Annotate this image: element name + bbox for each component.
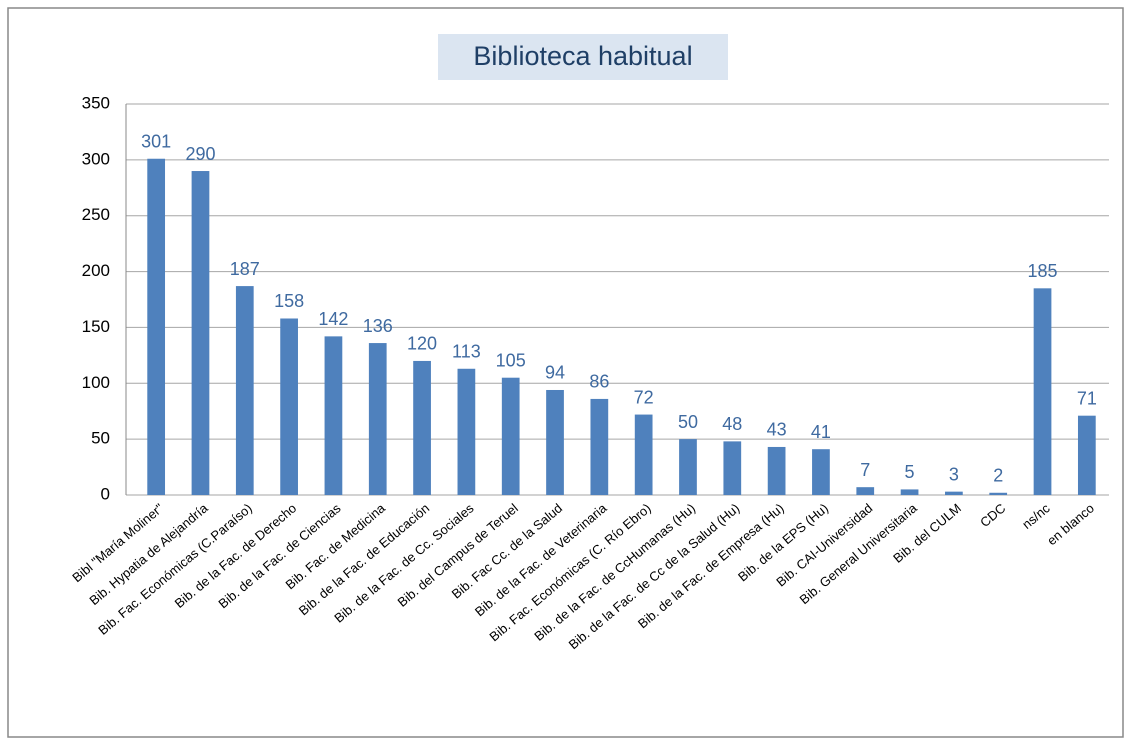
bar [413,360,431,495]
value-label: 113 [452,342,481,362]
value-label: 41 [811,422,831,442]
bar [590,398,609,495]
bar [723,441,742,495]
value-label: 71 [1077,388,1097,408]
bar [280,318,298,495]
bar [324,336,343,495]
value-label: 72 [634,387,654,407]
chart-title: Biblioteca habitual [473,41,692,71]
y-tick-label: 50 [91,429,110,448]
y-tick-label: 300 [82,149,110,168]
value-label: 136 [363,316,393,336]
value-label: 7 [860,460,870,480]
bar [235,286,254,495]
bar [501,377,520,495]
value-label: 5 [905,462,915,482]
value-label: 94 [545,363,565,383]
bar [989,492,1008,495]
title-box [438,34,728,80]
value-label: 2 [993,466,1003,486]
bar [900,489,919,495]
value-label: 158 [274,291,304,311]
bar [767,446,786,495]
value-label: 43 [767,420,787,440]
y-tick-label: 350 [82,93,110,112]
bar [945,491,963,495]
value-label: 290 [185,144,215,164]
value-label: 187 [230,259,260,279]
value-label: 3 [949,464,959,484]
y-tick-label: 200 [82,261,110,280]
value-label: 120 [407,334,437,354]
bar [191,171,210,495]
value-label: 185 [1027,261,1057,281]
bar [457,368,476,495]
bar [368,343,387,495]
bar [147,158,166,496]
bar [679,439,697,495]
y-tick-label: 0 [101,484,110,503]
bar [1077,415,1096,495]
value-label: 50 [678,412,698,432]
bar [1033,288,1052,495]
y-tick-label: 150 [82,317,110,336]
value-label: 48 [722,414,742,434]
bar [856,487,875,495]
value-label: 301 [141,131,171,151]
value-label: 142 [318,309,348,329]
y-tick-label: 250 [82,205,110,224]
value-label: 105 [496,350,526,370]
bar [812,449,830,495]
value-label: 86 [589,372,609,392]
bar [546,389,564,495]
bar [634,414,653,495]
chart-border [7,7,1124,738]
y-tick-label: 100 [82,373,110,392]
